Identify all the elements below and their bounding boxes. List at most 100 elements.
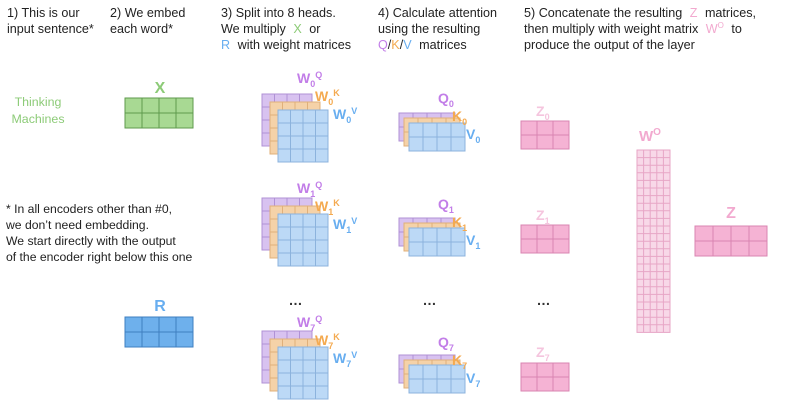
- w-stack-1-wv: [277, 213, 329, 267]
- wk7-label: W7K: [315, 332, 340, 351]
- encoder-note: * In all encoders other than #0, we don’…: [5, 202, 193, 264]
- step-5-c: then multiply with weight matrix: [524, 22, 699, 36]
- qkv-stack-head-0: [398, 112, 466, 152]
- step-3-header: 3) Split into 8 heads. We multiply X or …: [221, 6, 351, 52]
- step-3-or: or: [309, 22, 320, 36]
- qkv-dots: …: [423, 292, 438, 308]
- w-stack-7-wv: [277, 346, 329, 400]
- input-word-machines: Machines: [11, 112, 64, 126]
- step-5-a: 5) Concatenate the resulting: [524, 6, 682, 20]
- step-1-header: 1) This is our input sentence*: [7, 6, 94, 36]
- step-3-rest: with weight matrices: [237, 38, 351, 52]
- step-5-line-1: 5) Concatenate the resulting Z matrices,: [524, 6, 756, 20]
- input-word-thinking: Thinking: [15, 95, 62, 109]
- z1-label: Z1: [536, 207, 550, 226]
- step-5-line-3: produce the output of the layer: [524, 38, 695, 52]
- w-dots: …: [289, 292, 304, 308]
- z-dots: …: [537, 292, 552, 308]
- encoder-output-r: R: [124, 298, 194, 348]
- input-sentence: Thinking Machines: [11, 95, 64, 126]
- q1-label: Q1: [438, 196, 454, 215]
- step-4-slash-1: /: [388, 38, 392, 52]
- x-label: X: [155, 80, 166, 97]
- step-3-we-multiply: We multiply: [221, 22, 287, 36]
- step-4-line-3: Q/K/V matrices: [378, 38, 467, 52]
- wq0-label: W0Q: [297, 70, 322, 89]
- wq1-label: W1Q: [297, 180, 322, 199]
- step-5-header: 5) Concatenate the resulting Z matrices,…: [524, 6, 756, 52]
- step-4-v: V: [403, 38, 412, 52]
- wk0-label: W0K: [315, 88, 340, 107]
- wk1-label: W1K: [315, 198, 340, 217]
- x-matrix: [124, 97, 194, 129]
- step-4-line-1: 4) Calculate attention: [378, 6, 497, 20]
- z-head-0: Z0: [520, 103, 570, 150]
- weight-stack-head-0: [261, 93, 329, 163]
- embedding-x: X: [124, 80, 194, 129]
- z-output-label: Z: [726, 205, 736, 222]
- step-4-k: K: [391, 38, 400, 52]
- z1-grid: [520, 224, 570, 254]
- step-5-z: Z: [690, 6, 698, 20]
- r-label: R: [154, 298, 166, 315]
- wv0-label: W0V: [333, 106, 357, 125]
- weight-stack-head-1: [261, 197, 329, 267]
- wo-cells: [636, 149, 671, 333]
- qkv-labels-head-0: Q0 K0 V0: [438, 90, 480, 145]
- note-line-4: of the encoder right below this one: [6, 250, 193, 264]
- step-2-line-2: each word*: [110, 22, 173, 36]
- z-out-grid: [694, 225, 768, 257]
- step-3-r: R: [221, 38, 230, 52]
- z-output-matrix: [694, 225, 768, 257]
- r-grid: [124, 316, 194, 348]
- note-line-2: we don’t need embedding.: [5, 218, 149, 232]
- qkv-stack-head-7: [398, 354, 466, 394]
- step-1-line-1: 1) This is our: [7, 6, 80, 20]
- step-4-header: 4) Calculate attention using the resulti…: [378, 6, 497, 52]
- step-5-b: matrices,: [705, 6, 756, 20]
- w-labels-head-0: W0Q W0K W0V: [297, 70, 357, 125]
- z7-grid: [520, 362, 570, 392]
- w-labels-head-1: W1Q W1K W1V: [297, 180, 357, 235]
- wv1-label: W1V: [333, 216, 357, 235]
- wq7-label: W7Q: [297, 314, 322, 333]
- k0-label: K0: [452, 108, 467, 127]
- step-3-x: X: [293, 22, 302, 36]
- z-head-1: Z1: [520, 207, 570, 254]
- z-head-7: Z7: [520, 344, 570, 392]
- z0-matrix: [520, 120, 570, 150]
- step-4-line-2: using the resulting: [378, 22, 480, 36]
- qkv-stack-7-v: [408, 364, 466, 394]
- q0-label: Q0: [438, 90, 454, 109]
- step-2-header: 2) We embed each word*: [110, 6, 185, 36]
- z1-matrix: [520, 224, 570, 254]
- v7-label: V7: [466, 370, 480, 389]
- qkv-stack-head-1: [398, 217, 466, 257]
- z7-label: Z7: [536, 344, 550, 363]
- x-grid: [124, 97, 194, 129]
- qkv-labels-head-7: Q7 K7 V7: [438, 334, 480, 389]
- z7-matrix: [520, 362, 570, 392]
- step-3-line-3: R with weight matrices: [221, 38, 351, 52]
- note-line-3: We start directly with the output: [6, 234, 176, 248]
- step-5-wo-sup: O: [718, 21, 724, 30]
- v1-label: V1: [466, 232, 480, 251]
- qkv-stack-0-v: [408, 122, 466, 152]
- q7-label: Q7: [438, 334, 454, 353]
- k1-label: K1: [452, 214, 467, 233]
- wo-weight-matrix: WO: [636, 127, 671, 333]
- w-labels-head-7: W7Q W7K W7V: [297, 314, 357, 369]
- step-1-line-2: input sentence*: [7, 22, 94, 36]
- z0-grid: [520, 120, 570, 150]
- step-4-q: Q: [378, 38, 388, 52]
- v0-label: V0: [466, 126, 480, 145]
- qkv-stack-1-v: [408, 227, 466, 257]
- k7-label: K7: [452, 352, 467, 371]
- step-5-line-2: then multiply with weight matrix WO to: [524, 17, 742, 36]
- weight-stack-head-7: [261, 330, 329, 400]
- step-4-slash-2: /: [400, 38, 404, 52]
- qkv-labels-head-1: Q1 K1 V1: [438, 196, 480, 251]
- w-stack-0-wv: [277, 109, 329, 163]
